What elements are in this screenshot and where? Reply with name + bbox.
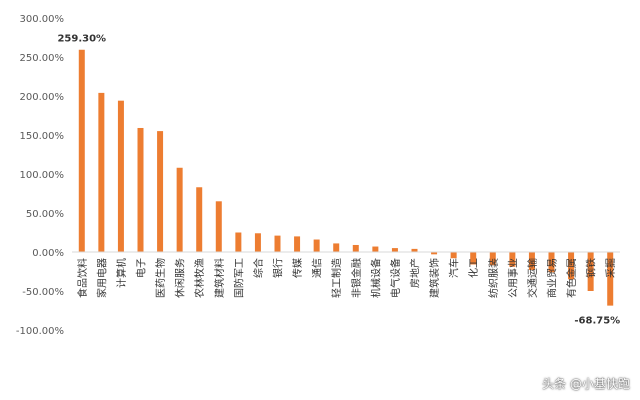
bar [372,246,379,252]
bar [489,252,496,266]
bar-series [78,49,614,306]
bar [137,127,144,252]
bar [528,252,535,270]
bar [587,252,594,291]
x-tick-label: 通信 [312,258,324,278]
bar [157,131,164,252]
x-tick-label: 商业贸易 [546,258,559,298]
bar [352,244,359,252]
data-label: -68.75% [574,316,620,327]
bar [313,239,320,252]
y-tick-label: -100.00% [16,326,64,337]
bar [176,167,183,252]
x-tick-label: 食品饮料 [76,258,89,298]
x-tick-label: 机械设备 [369,258,382,298]
x-tick-label: 房地产 [409,258,422,288]
bar [294,236,301,252]
bar [548,252,555,273]
x-tick-label: 家用电器 [95,258,108,298]
x-tick-label: 综合 [252,258,265,278]
bar [431,252,438,255]
y-axis: 300.00% 250.00% 200.00% 150.00% 100.00% 50.00… [16,14,64,337]
bar [509,252,516,267]
y-tick-label: 200.00% [20,92,65,103]
bar [470,252,477,265]
x-tick-label: 国防军工 [232,258,245,298]
y-tick-label: 0.00% [32,248,64,259]
x-tick-label: 轻工制造 [330,258,343,298]
x-tick-label: 采掘 [604,258,617,278]
bar [568,252,575,280]
y-tick-label: 250.00% [20,53,65,64]
x-tick-label: 农林牧渔 [193,258,206,298]
x-tick-label: 电子 [135,258,148,278]
y-tick-label: -50.00% [22,287,64,298]
x-tick-label: 纺织服装 [487,258,500,298]
x-tick-label: 建筑材料 [213,258,226,298]
bar [391,248,398,252]
bar [450,252,457,259]
bar [215,201,222,252]
x-tick-label: 有色金属 [565,258,578,298]
x-tick-label: 交通运输 [526,258,539,298]
x-tick-label: 传媒 [292,258,304,278]
bar [333,243,340,252]
bar [78,49,85,252]
x-tick-label: 医药生物 [154,258,167,298]
x-tick-label: 钢铁 [585,258,598,278]
x-tick-label: 化工 [467,258,480,278]
y-tick-label: 150.00% [20,131,65,142]
y-tick-label: 100.00% [20,170,65,181]
data-labels: 259.30% -68.75% [57,34,620,327]
bar [254,233,261,252]
x-tick-label: 建筑装饰 [428,258,441,298]
bar [98,92,105,252]
x-tick-label: 电气设备 [389,258,402,298]
x-tick-label: 公用事业 [506,258,519,298]
x-tick-label: 汽车 [448,258,461,278]
x-tick-label: 银行 [272,258,285,278]
bar [117,100,124,253]
x-tick-label: 非银金融 [350,258,363,298]
x-tick-label: 休闲服务 [174,258,187,298]
x-tick-label: 计算机 [115,258,128,288]
watermark: 头条 @小基快跑 [542,377,630,391]
bar [411,248,418,252]
bar [235,232,242,252]
y-tick-label: 300.00% [20,14,65,25]
y-tick-label: 50.00% [26,209,64,220]
bar [196,187,203,252]
bar [607,252,614,306]
bar [274,235,281,252]
x-axis-labels: 食品饮料 家用电器 计算机 电子 医药生物 休闲服务 农林牧渔 建筑材料 国防军工 综合 银行 传媒通… [76,258,617,298]
data-label: 259.30% [57,34,106,45]
